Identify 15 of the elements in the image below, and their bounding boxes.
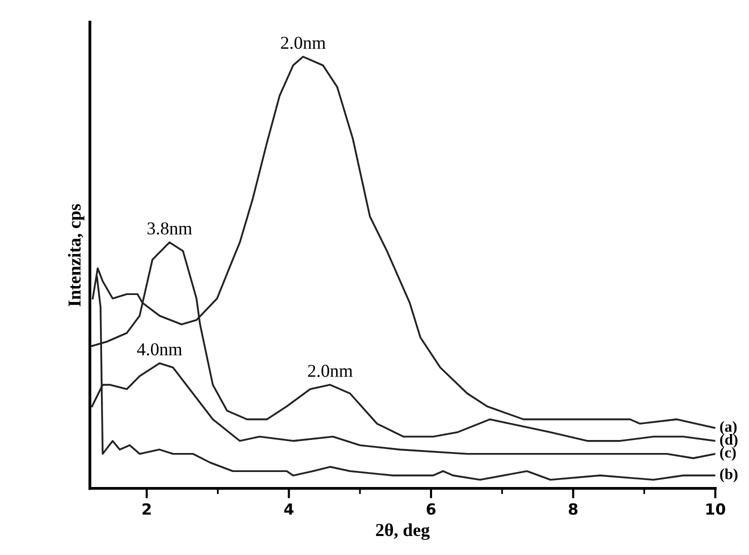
y-axis-title: Intenzita, cps (68, 204, 84, 306)
annotation: 4.0nm (137, 343, 182, 356)
x-tick-label: 10 (706, 503, 726, 515)
series-label: (d) (720, 434, 738, 448)
x-axis-title: 2θ, deg (376, 523, 430, 540)
annotation: 2.0nm (281, 36, 326, 49)
series-label: (a) (720, 421, 737, 435)
x-tick-label: 8 (568, 503, 578, 515)
x-tick-label: 2 (142, 503, 151, 515)
x-tick-label: 6 (426, 503, 436, 515)
annotation: 2.0nm (308, 364, 353, 378)
series-label: (b) (720, 468, 738, 482)
x-tick-label: 4 (284, 503, 294, 515)
series-label: (c) (720, 446, 736, 461)
annotation: 3.8nm (148, 222, 192, 235)
